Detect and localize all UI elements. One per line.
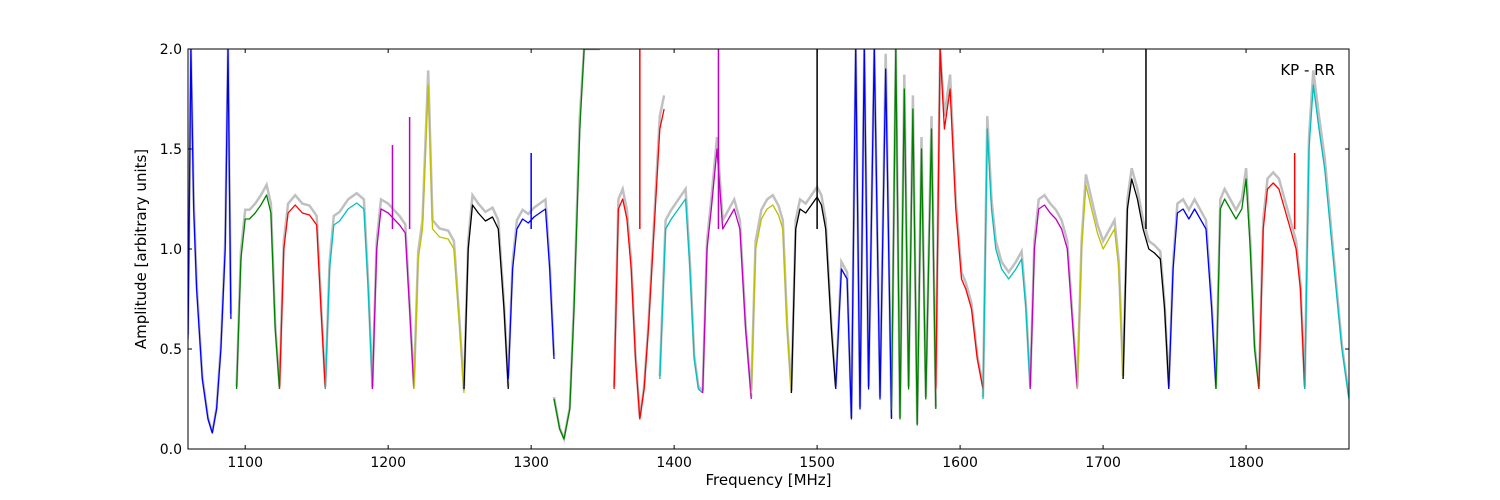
background-trace-3 bbox=[324, 191, 374, 387]
background-trace-23 bbox=[1257, 170, 1306, 387]
x-tick-label-3: 1400 bbox=[656, 455, 692, 471]
x-tick-label-2: 1300 bbox=[513, 455, 549, 471]
x-tick-label-7: 1800 bbox=[1228, 455, 1264, 471]
y-tick-label-2: 1.0 bbox=[160, 242, 182, 258]
y-tick-label-1: 0.5 bbox=[160, 342, 182, 358]
series-line-0 bbox=[188, 49, 232, 434]
series-line-6 bbox=[463, 204, 509, 390]
series-line-22 bbox=[1215, 178, 1260, 390]
series-line-20 bbox=[1122, 178, 1170, 390]
series-line-19 bbox=[1076, 184, 1124, 390]
x-tick-label-4: 1500 bbox=[799, 455, 835, 471]
background-trace-8 bbox=[552, 49, 600, 443]
background-trace-10 bbox=[658, 185, 704, 392]
tick-layer: 1100 1200 1300 1400 1500 1600 1700 1800 0.0 0.5 1.… bbox=[160, 42, 1349, 471]
y-tick-label-0: 0.0 bbox=[160, 442, 182, 458]
series-line-9 bbox=[613, 108, 665, 420]
x-tick-label-5: 1600 bbox=[942, 455, 978, 471]
series-line-16 bbox=[935, 49, 984, 390]
series-line-2 bbox=[278, 204, 326, 390]
series-line-24 bbox=[1304, 84, 1349, 400]
background-trace-22 bbox=[1214, 168, 1261, 387]
x-tick-label-0: 1100 bbox=[227, 455, 263, 471]
series-line-4 bbox=[371, 208, 415, 390]
x-tick-label-6: 1700 bbox=[1085, 455, 1121, 471]
background-trace-17 bbox=[981, 116, 1032, 398]
series-line-14 bbox=[835, 49, 893, 420]
series-line-13 bbox=[790, 196, 837, 394]
x-axis-label: Frequency [MHz] bbox=[705, 471, 831, 489]
spike-layer bbox=[391, 49, 1296, 229]
series-line-21 bbox=[1168, 208, 1217, 390]
series-line-18 bbox=[1029, 204, 1078, 390]
series-line-17 bbox=[982, 128, 1031, 400]
y-tick-label-4: 2.0 bbox=[160, 42, 182, 58]
series-line-1 bbox=[235, 194, 281, 390]
x-tick-label-1: 1200 bbox=[370, 455, 406, 471]
series-layer bbox=[188, 49, 1349, 440]
series-line-11 bbox=[702, 148, 752, 400]
series-line-15 bbox=[890, 49, 937, 426]
series-line-8 bbox=[553, 49, 600, 440]
background-trace-5 bbox=[412, 70, 466, 391]
series-line-5 bbox=[413, 84, 465, 394]
series-line-3 bbox=[324, 202, 374, 390]
y-axis-label: Amplitude [arbitrary units] bbox=[132, 149, 150, 349]
series-line-12 bbox=[750, 204, 793, 394]
chart-annotation: KP - RR bbox=[1280, 61, 1335, 79]
y-tick-label-3: 1.5 bbox=[160, 142, 182, 158]
series-line-23 bbox=[1258, 182, 1306, 390]
series-line-10 bbox=[659, 198, 704, 394]
background-trace-11 bbox=[701, 136, 753, 398]
